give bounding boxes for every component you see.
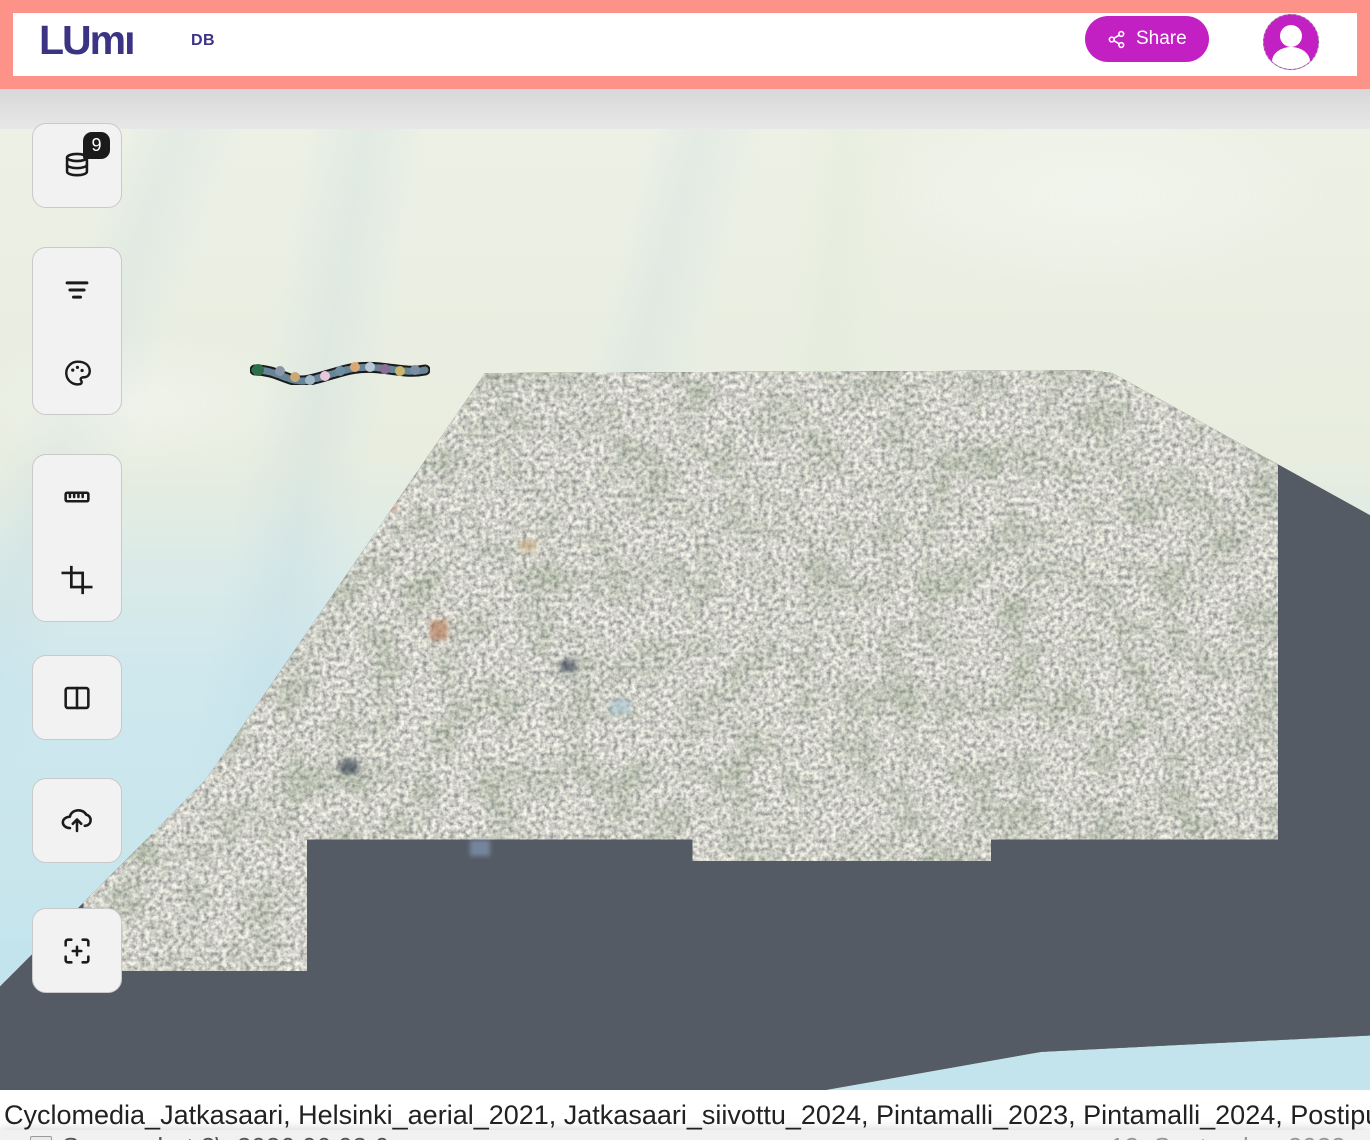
- svg-text:LUmı: LUmı: [39, 19, 134, 63]
